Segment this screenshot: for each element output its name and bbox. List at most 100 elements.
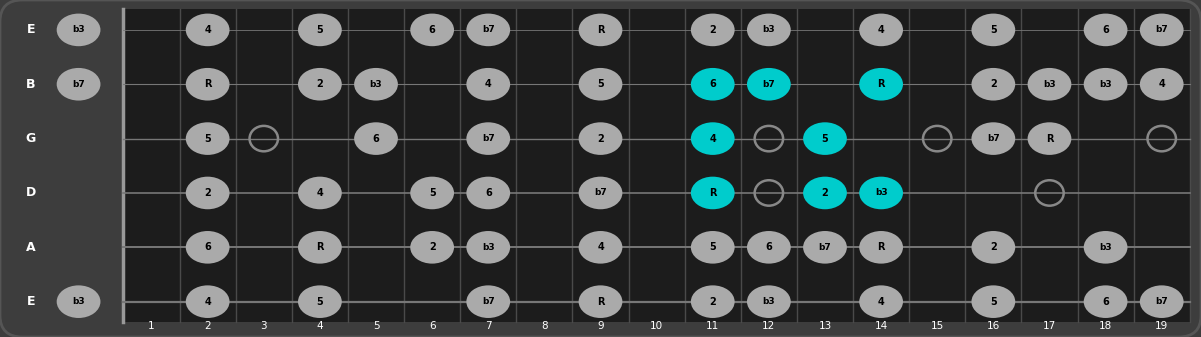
Text: 2: 2 [429,242,436,252]
Text: 4: 4 [878,297,884,307]
Text: 4: 4 [204,25,211,35]
Ellipse shape [1083,231,1128,264]
Ellipse shape [466,122,510,155]
Ellipse shape [298,13,342,46]
Text: b7: b7 [482,134,495,143]
Text: 4: 4 [485,79,491,89]
Ellipse shape [747,231,790,264]
Ellipse shape [747,68,790,100]
Text: 6: 6 [485,188,491,198]
Text: 5: 5 [821,133,829,144]
Ellipse shape [56,68,101,100]
Ellipse shape [466,13,510,46]
Text: 5: 5 [372,321,380,331]
Text: 2: 2 [821,188,829,198]
Text: b3: b3 [763,297,775,306]
Text: b3: b3 [874,188,888,197]
Text: b3: b3 [72,25,85,34]
Ellipse shape [859,231,903,264]
Ellipse shape [466,177,510,209]
Text: 4: 4 [1158,79,1165,89]
Text: 5: 5 [204,133,211,144]
Ellipse shape [579,285,622,318]
Ellipse shape [579,68,622,100]
Ellipse shape [859,177,903,209]
Text: 4: 4 [317,321,323,331]
Ellipse shape [803,122,847,155]
Ellipse shape [1083,285,1128,318]
Text: 17: 17 [1042,321,1056,331]
Text: 6: 6 [204,242,211,252]
Text: 2: 2 [204,321,211,331]
Ellipse shape [186,231,229,264]
Ellipse shape [972,285,1015,318]
Ellipse shape [691,231,735,264]
Text: b7: b7 [763,80,775,89]
Ellipse shape [859,285,903,318]
Ellipse shape [972,13,1015,46]
Text: 6: 6 [372,133,380,144]
Text: 2: 2 [990,242,997,252]
Text: 6: 6 [1103,297,1109,307]
Text: 5: 5 [317,25,323,35]
Ellipse shape [691,285,735,318]
Ellipse shape [186,68,229,100]
Ellipse shape [298,231,342,264]
Ellipse shape [411,13,454,46]
Ellipse shape [803,231,847,264]
Text: b3: b3 [72,297,85,306]
Text: 16: 16 [987,321,1000,331]
Text: 2: 2 [317,79,323,89]
Ellipse shape [466,285,510,318]
Ellipse shape [354,122,398,155]
Ellipse shape [354,68,398,100]
Text: b7: b7 [72,80,85,89]
Text: b3: b3 [1044,80,1056,89]
Text: 5: 5 [429,188,436,198]
Text: 4: 4 [597,242,604,252]
Text: b7: b7 [1155,25,1169,34]
Text: 9: 9 [597,321,604,331]
Ellipse shape [579,122,622,155]
Ellipse shape [691,177,735,209]
Bar [124,9,1190,322]
Text: R: R [316,242,323,252]
Text: 18: 18 [1099,321,1112,331]
Text: b3: b3 [1099,243,1112,252]
Text: 6: 6 [1103,25,1109,35]
Ellipse shape [411,231,454,264]
Text: 15: 15 [931,321,944,331]
Text: A: A [26,241,36,254]
Text: R: R [878,242,885,252]
Text: 3: 3 [261,321,267,331]
Ellipse shape [1083,13,1128,46]
Text: 6: 6 [429,25,436,35]
Ellipse shape [691,13,735,46]
Text: E: E [26,295,35,308]
Ellipse shape [186,122,229,155]
Ellipse shape [579,231,622,264]
Text: 19: 19 [1155,321,1169,331]
Ellipse shape [1028,68,1071,100]
Text: 5: 5 [597,79,604,89]
Ellipse shape [186,177,229,209]
Text: b7: b7 [594,188,607,197]
Text: E: E [26,23,35,36]
Text: 5: 5 [710,242,716,252]
Text: R: R [709,188,717,198]
Text: b3: b3 [482,243,495,252]
Ellipse shape [56,13,101,46]
Text: R: R [878,79,885,89]
Text: 2: 2 [710,297,716,307]
Ellipse shape [56,285,101,318]
Text: 1: 1 [148,321,155,331]
Ellipse shape [298,177,342,209]
Text: 4: 4 [317,188,323,198]
Text: 5: 5 [990,25,997,35]
Text: b7: b7 [482,297,495,306]
Text: R: R [1046,133,1053,144]
Ellipse shape [1140,68,1184,100]
Ellipse shape [579,13,622,46]
Ellipse shape [411,177,454,209]
Text: 5: 5 [317,297,323,307]
